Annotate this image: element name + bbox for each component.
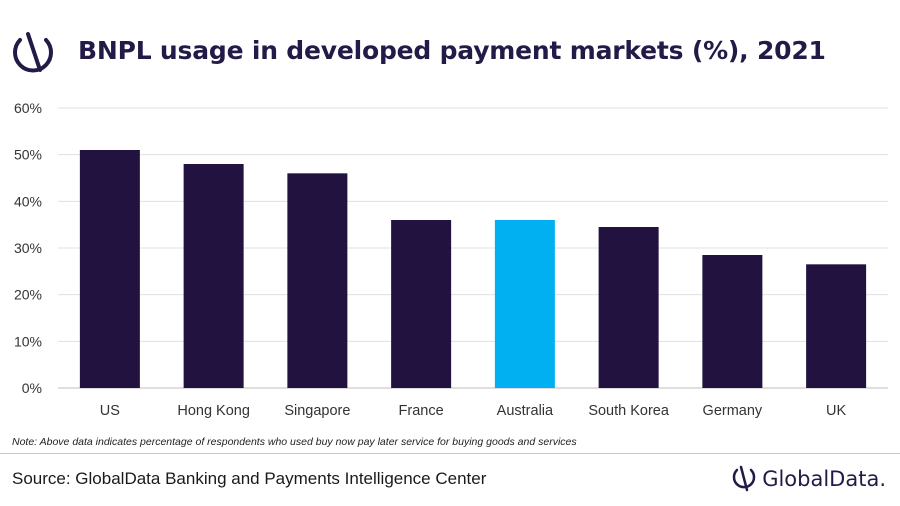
- y-tick-label: 50%: [14, 147, 42, 163]
- brand-mark-icon: [732, 465, 756, 492]
- bar: [79, 150, 140, 388]
- y-tick-label: 0%: [22, 380, 42, 396]
- x-tick-label: Germany: [703, 403, 763, 419]
- divider: [0, 453, 900, 454]
- bar-chart: 0% 10% 20% 30% 40% 50% 60% US Hong Kong Singapore…: [14, 100, 888, 419]
- x-tick-label: South Korea: [588, 403, 670, 419]
- y-tick-label: 20%: [14, 287, 42, 303]
- bar: [183, 164, 244, 388]
- chart-note: Note: Above data indicates percentage of…: [12, 436, 577, 448]
- globaldata-logo-icon: [13, 32, 53, 73]
- bar: [598, 227, 659, 388]
- x-tick-label: Australia: [497, 403, 554, 419]
- brand-logo: GlobalData.: [732, 464, 886, 494]
- x-tick-label: Singapore: [284, 403, 350, 419]
- y-tick-label: 10%: [14, 333, 42, 349]
- bar: [494, 220, 555, 388]
- brand-name: GlobalData.: [762, 467, 886, 491]
- y-tick-label: 60%: [14, 100, 42, 116]
- x-tick-label: UK: [826, 403, 846, 419]
- bar: [287, 173, 348, 388]
- x-tick-label: France: [399, 403, 444, 419]
- source-text: Source: GlobalData Banking and Payments …: [12, 469, 487, 488]
- x-tick-label: Hong Kong: [177, 403, 250, 419]
- y-tick-label: 40%: [14, 193, 42, 209]
- bar: [806, 264, 867, 388]
- bar: [702, 255, 763, 388]
- x-tick-label: US: [100, 403, 120, 419]
- bar: [391, 220, 452, 388]
- chart-title: BNPL usage in developed payment markets …: [78, 36, 826, 65]
- y-tick-label: 30%: [14, 240, 42, 256]
